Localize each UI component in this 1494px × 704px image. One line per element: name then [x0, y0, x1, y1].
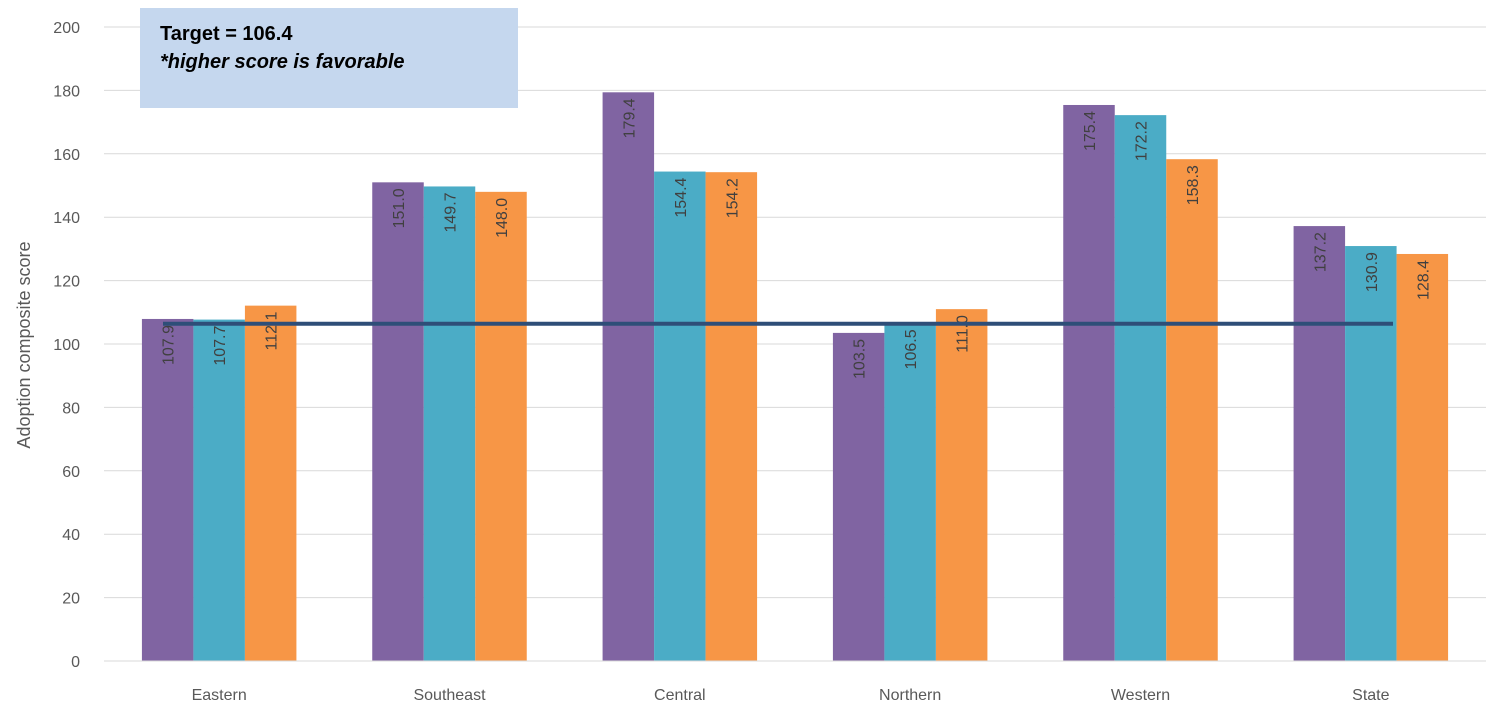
target-note: Target = 106.4 *higher score is favorabl…: [140, 8, 518, 108]
bar: [1396, 253, 1449, 662]
data-label: 175.4: [1082, 111, 1099, 151]
data-label: 128.4: [1415, 260, 1432, 300]
bars: [141, 92, 1449, 662]
gridlines: [104, 26, 1486, 599]
x-tick-label: Central: [654, 687, 706, 704]
bar: [1345, 246, 1397, 661]
y-tick-label: 20: [62, 591, 80, 608]
data-label: 137.2: [1312, 232, 1329, 272]
bar: [141, 318, 194, 661]
x-tick-label: Southeast: [413, 687, 486, 704]
data-label: 107.7: [212, 325, 229, 365]
y-tick-label: 120: [53, 274, 80, 291]
x-tick-label: Eastern: [192, 687, 247, 704]
bar: [1293, 226, 1346, 662]
y-axis-title: Adoption composite score: [14, 241, 34, 448]
data-label: 154.2: [724, 178, 741, 218]
y-tick-label: 180: [53, 83, 80, 100]
x-tick-label: State: [1352, 687, 1389, 704]
x-axis-ticks: Eastern Southeast Central Northern Western St…: [192, 687, 1390, 704]
y-tick-label: 0: [71, 654, 80, 671]
y-tick-label: 200: [53, 20, 80, 37]
bar: [1063, 104, 1115, 662]
data-label: 103.5: [852, 339, 869, 379]
bar: [1166, 159, 1218, 661]
data-label: 130.9: [1364, 252, 1381, 292]
y-tick-label: 40: [62, 527, 80, 544]
data-label: 158.3: [1185, 165, 1202, 205]
y-tick-label: 60: [62, 464, 80, 481]
data-label: 106.5: [903, 329, 920, 369]
bar: [884, 323, 936, 661]
x-tick-label: Western: [1111, 687, 1170, 704]
data-label: 179.4: [621, 98, 638, 138]
data-label: 172.2: [1134, 121, 1151, 161]
bar: [244, 305, 297, 661]
data-label: 151.0: [391, 188, 408, 228]
data-label: 149.7: [443, 192, 460, 232]
y-tick-label: 140: [53, 210, 80, 227]
target-note-title: Target = 106.4: [160, 23, 293, 45]
data-label: 107.9: [161, 325, 178, 365]
data-label: 148.0: [494, 198, 511, 238]
bar: [475, 191, 527, 661]
data-label: 154.4: [673, 177, 690, 217]
bar: [832, 332, 885, 661]
y-tick-label: 160: [53, 147, 80, 164]
y-axis-ticks: 0 20 40 60 80 100 120 140 160 180 200: [53, 20, 80, 671]
bar: [423, 186, 476, 662]
bar: [705, 172, 758, 661]
bar: [193, 319, 245, 661]
bar: [654, 171, 706, 661]
x-tick-label: Northern: [879, 687, 941, 704]
y-tick-label: 80: [62, 400, 80, 417]
bar: [1114, 115, 1167, 662]
data-labels: 107.9 107.7 112.1 151.0 149.7 148.0 179.4 154.4…: [161, 98, 1433, 379]
bar: [602, 92, 655, 661]
bar: [935, 309, 988, 661]
y-tick-label: 100: [53, 337, 80, 354]
target-note-subtitle: *higher score is favorable: [160, 51, 405, 73]
bar: [372, 182, 424, 661]
data-label: 111.0: [955, 315, 972, 353]
data-label: 112.1: [264, 312, 281, 351]
